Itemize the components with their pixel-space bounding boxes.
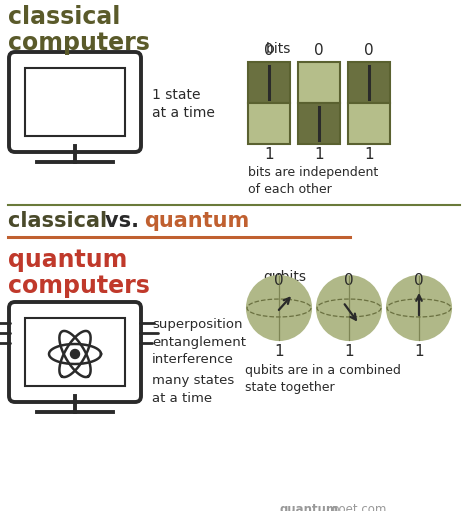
- Text: 0: 0: [314, 43, 324, 58]
- Text: bits: bits: [266, 42, 292, 56]
- Text: 1 state
at a time: 1 state at a time: [152, 88, 215, 121]
- Text: 0: 0: [414, 273, 424, 288]
- Text: quantum: quantum: [144, 211, 249, 231]
- Text: bits are independent
of each other: bits are independent of each other: [248, 166, 378, 196]
- Text: quantum: quantum: [280, 503, 339, 511]
- Bar: [25, 318, 125, 386]
- Bar: [298, 103, 340, 144]
- Text: 0: 0: [264, 43, 274, 58]
- Text: qubits are in a combined
state together: qubits are in a combined state together: [245, 364, 401, 393]
- Text: 0: 0: [344, 273, 354, 288]
- Text: 1: 1: [414, 344, 424, 359]
- Text: classical
computers: classical computers: [8, 5, 150, 55]
- Bar: [25, 68, 125, 136]
- Circle shape: [247, 276, 311, 340]
- Circle shape: [71, 350, 80, 359]
- Bar: [248, 103, 290, 144]
- Text: 1: 1: [314, 147, 324, 162]
- Circle shape: [387, 276, 451, 340]
- FancyBboxPatch shape: [9, 302, 141, 402]
- Bar: [348, 103, 390, 144]
- Circle shape: [317, 276, 381, 340]
- Text: superposition
entanglement
interference: superposition entanglement interference: [152, 318, 246, 366]
- Text: many states
at a time: many states at a time: [152, 374, 234, 405]
- Bar: [348, 62, 390, 103]
- Text: 0: 0: [274, 273, 284, 288]
- Text: classical: classical: [8, 211, 114, 231]
- Bar: [298, 62, 340, 103]
- Text: 0: 0: [364, 43, 374, 58]
- Text: 1: 1: [264, 147, 274, 162]
- Text: poet.com: poet.com: [332, 503, 387, 511]
- Text: 1: 1: [274, 344, 284, 359]
- Text: quantum
computers: quantum computers: [8, 248, 150, 298]
- FancyBboxPatch shape: [9, 52, 141, 152]
- Text: 1: 1: [344, 344, 354, 359]
- Text: qubits: qubits: [263, 270, 306, 284]
- Bar: [248, 62, 290, 103]
- Text: vs.: vs.: [105, 211, 146, 231]
- Text: 1: 1: [364, 147, 374, 162]
